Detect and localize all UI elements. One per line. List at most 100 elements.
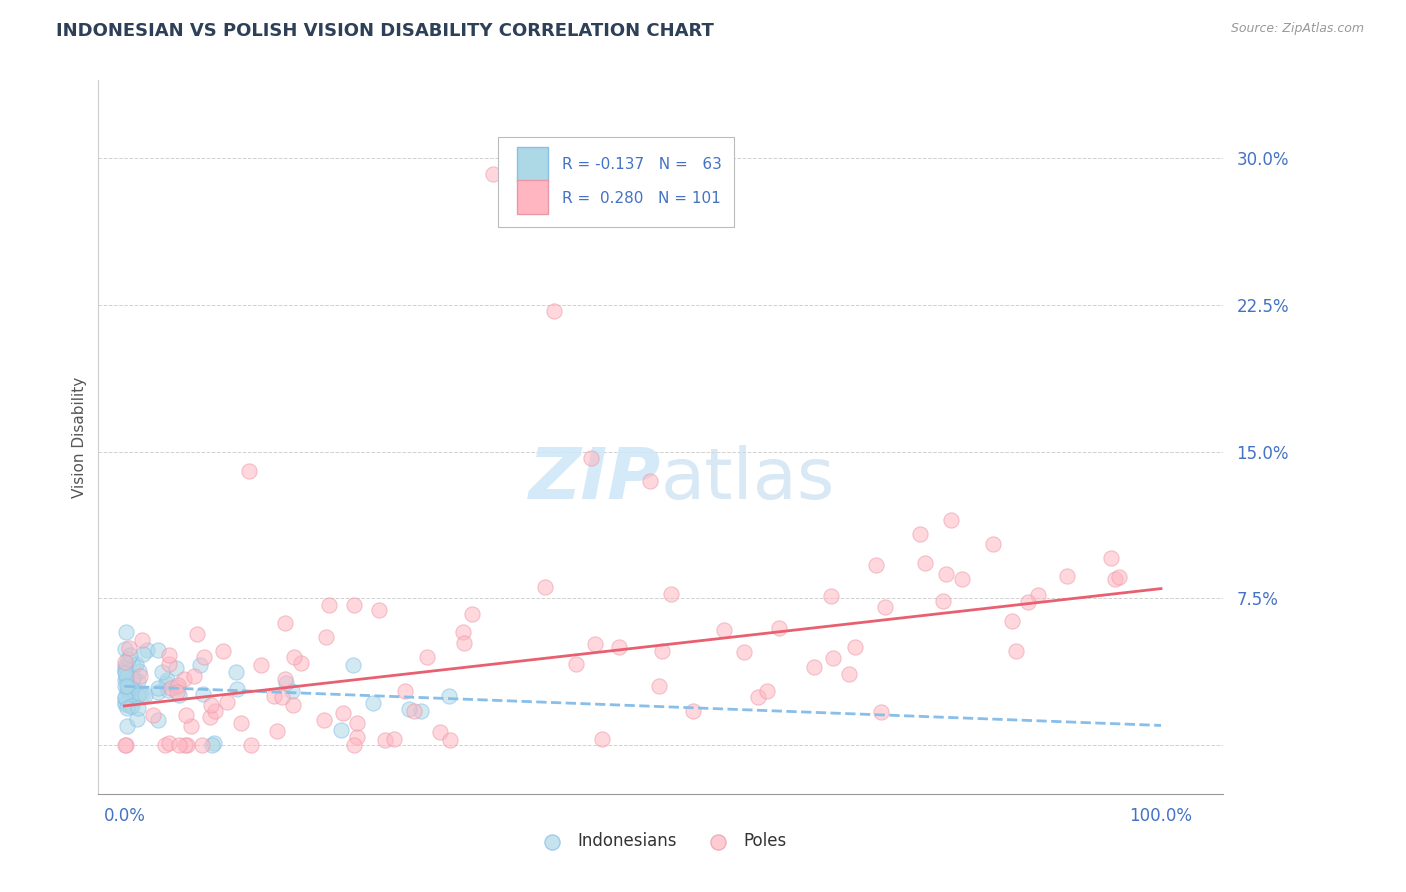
Point: [439, 690, 461, 704]
Point: [118, 640, 141, 655]
Point: [114, 665, 136, 679]
Point: [713, 624, 735, 638]
Point: [176, 707, 198, 722]
Point: [115, 718, 138, 732]
Point: [239, 738, 262, 752]
Point: [114, 655, 136, 669]
Point: [148, 681, 170, 695]
Point: [481, 167, 503, 181]
Point: [157, 657, 180, 671]
Point: [115, 679, 138, 693]
Bar: [517, 180, 548, 214]
Point: [167, 688, 190, 702]
Point: [803, 660, 825, 674]
Point: [1001, 614, 1024, 628]
Point: [114, 679, 136, 693]
Point: [290, 656, 312, 670]
Point: [329, 723, 352, 737]
Point: [869, 705, 891, 719]
Point: [166, 685, 188, 699]
Point: [200, 698, 222, 712]
Point: [914, 556, 936, 570]
Point: [271, 690, 294, 704]
Point: [908, 527, 931, 541]
Point: [416, 650, 439, 665]
Point: [266, 724, 288, 739]
Point: [146, 642, 169, 657]
Point: [226, 681, 249, 696]
Point: [188, 657, 211, 672]
Point: [1017, 595, 1039, 609]
Point: [132, 648, 155, 662]
Point: [950, 572, 973, 586]
Point: [166, 680, 188, 694]
Point: [120, 681, 142, 695]
Point: [156, 683, 179, 698]
Point: [838, 667, 860, 681]
Point: [190, 738, 212, 752]
Point: [318, 598, 340, 612]
Point: [312, 713, 335, 727]
Point: [121, 673, 143, 688]
Point: [129, 686, 152, 700]
Point: [114, 695, 136, 709]
Point: [647, 679, 669, 693]
Point: [1099, 550, 1122, 565]
Point: [191, 687, 214, 701]
Point: [153, 738, 176, 752]
Text: INDONESIAN VS POLISH VISION DISABILITY CORRELATION CHART: INDONESIAN VS POLISH VISION DISABILITY C…: [56, 22, 714, 40]
Point: [122, 671, 145, 685]
Point: [131, 632, 153, 647]
Point: [820, 589, 842, 603]
Text: Source: ZipAtlas.com: Source: ZipAtlas.com: [1230, 22, 1364, 36]
Point: [873, 600, 896, 615]
Point: [821, 651, 844, 665]
Text: ZIP: ZIP: [529, 445, 661, 515]
Point: [117, 652, 139, 666]
Point: [607, 640, 630, 654]
Point: [127, 688, 149, 702]
Text: R =  0.280   N = 101: R = 0.280 N = 101: [562, 191, 721, 206]
Point: [332, 706, 354, 720]
Point: [115, 738, 138, 752]
Point: [114, 641, 136, 656]
Legend: Indonesians, Poles: Indonesians, Poles: [529, 826, 793, 857]
Point: [382, 731, 405, 746]
Point: [180, 719, 202, 733]
Point: [1026, 588, 1049, 602]
Point: [374, 732, 396, 747]
Point: [394, 683, 416, 698]
Point: [131, 688, 153, 702]
Point: [439, 732, 461, 747]
Point: [747, 690, 769, 704]
Point: [543, 304, 565, 318]
Point: [173, 738, 195, 752]
Point: [346, 730, 368, 744]
Point: [981, 536, 1004, 550]
Point: [283, 649, 305, 664]
Point: [274, 615, 297, 630]
Point: [249, 657, 271, 672]
Point: [281, 698, 304, 713]
Point: [281, 683, 304, 698]
Point: [165, 660, 187, 674]
Point: [367, 603, 389, 617]
Point: [533, 581, 555, 595]
Point: [217, 695, 239, 709]
Point: [1108, 570, 1130, 584]
Point: [638, 474, 661, 488]
Point: [114, 658, 136, 673]
Point: [134, 689, 156, 703]
Point: [115, 683, 138, 698]
Text: atlas: atlas: [661, 445, 835, 515]
Point: [941, 513, 963, 527]
Point: [159, 681, 181, 695]
Point: [768, 621, 790, 635]
Point: [1004, 644, 1026, 658]
Point: [429, 724, 451, 739]
Point: [128, 664, 150, 678]
Point: [135, 643, 157, 657]
Point: [173, 672, 195, 686]
Point: [128, 669, 150, 683]
Point: [274, 672, 297, 686]
